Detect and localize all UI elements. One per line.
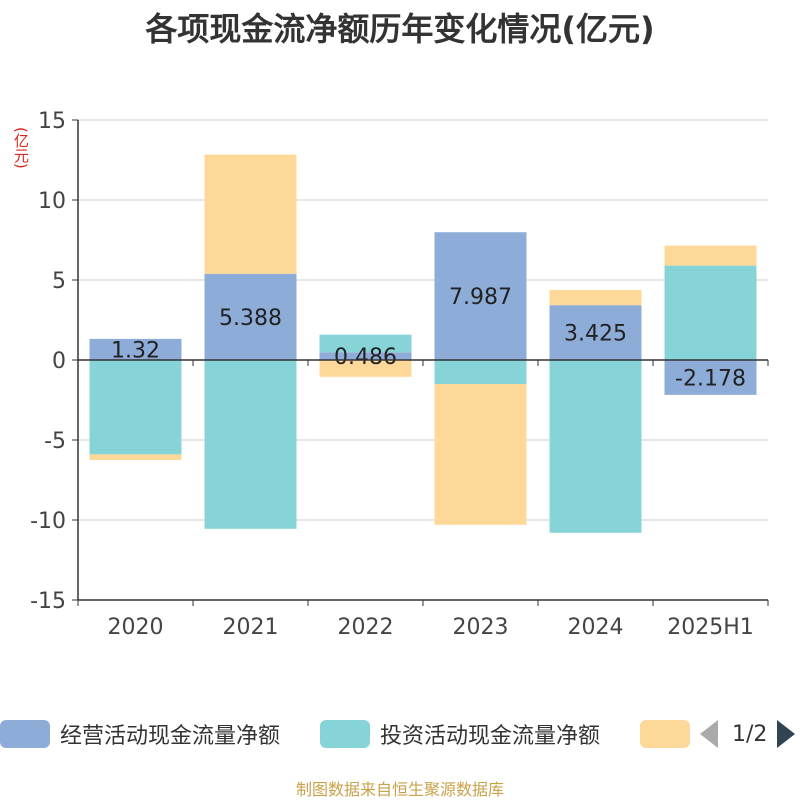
y-tick-label: -10	[30, 509, 66, 534]
bar-financing-2021	[204, 154, 297, 274]
data-label-operating-2024: 3.425	[564, 322, 627, 347]
legend-label-investing: 投资活动现金流量净额	[380, 724, 601, 749]
bar-financing-2022	[319, 360, 412, 377]
x-tick-label: 2025H1	[667, 615, 754, 640]
bar-financing-2020	[89, 454, 182, 460]
y-tick-label: 0	[52, 349, 66, 374]
y-tick-label: 10	[38, 189, 66, 214]
bar-operating-2025H1	[664, 360, 757, 395]
x-tick-label: 2020	[108, 615, 164, 640]
chart-title: 各项现金流净额历年变化情况(亿元)	[145, 10, 655, 48]
bar-financing-2024	[549, 290, 642, 306]
legend-swatch-financing	[640, 720, 690, 748]
data-label-operating-2021: 5.388	[219, 306, 282, 331]
bar-investing-2022	[319, 334, 412, 353]
bar-operating-2020	[89, 338, 182, 360]
source-note: 制图数据来自恒生聚源数据库	[295, 780, 504, 799]
y-tick-label: 5	[52, 269, 66, 294]
legend: 经营活动现金流量净额 投资活动现金流量净额 1/2	[0, 716, 800, 756]
bar-operating-2024	[549, 305, 642, 360]
stacked-bar-chart: 151050-5-10-151.325.3880.4867.9873.425-2…	[30, 109, 769, 640]
x-tick-label: 2021	[223, 615, 279, 640]
bar-investing-2020	[89, 360, 182, 455]
y-axis-unit-label: (亿元)	[12, 127, 30, 169]
x-tick-label: 2023	[453, 615, 509, 640]
legend-swatch-operating	[0, 720, 50, 748]
bar-investing-2023	[434, 360, 527, 384]
bar-operating-2021	[204, 273, 297, 360]
x-tick-label: 2022	[338, 615, 394, 640]
pager-prev-icon[interactable]	[700, 720, 718, 748]
bar-financing-2023	[434, 384, 527, 525]
bar-investing-2025H1	[664, 265, 757, 360]
pager-text: 1/2	[732, 721, 768, 747]
legend-swatch-investing	[320, 720, 370, 748]
bar-operating-2023	[434, 232, 527, 360]
legend-label-operating: 经营活动现金流量净额	[60, 724, 281, 749]
data-label-operating-2022: 0.486	[334, 345, 397, 370]
legend-item-investing[interactable]: 投资活动现金流量净额	[320, 716, 600, 752]
legend-item-financing[interactable]	[640, 716, 690, 752]
legend-item-operating[interactable]: 经营活动现金流量净额	[0, 716, 280, 752]
y-tick-label: 15	[38, 109, 66, 134]
bar-investing-2021	[204, 360, 297, 529]
y-tick-label: -15	[30, 589, 66, 614]
data-label-operating-2023: 7.987	[449, 285, 512, 310]
data-label-operating-2025H1: -2.178	[675, 366, 746, 391]
pager-next-icon[interactable]	[777, 720, 796, 748]
x-tick-label: 2024	[568, 615, 624, 640]
bar-financing-2025H1	[664, 245, 757, 266]
bar-investing-2024	[549, 360, 642, 533]
legend-pager: 1/2	[700, 716, 796, 752]
bar-operating-2022	[319, 352, 412, 360]
y-tick-label: -5	[44, 429, 66, 454]
